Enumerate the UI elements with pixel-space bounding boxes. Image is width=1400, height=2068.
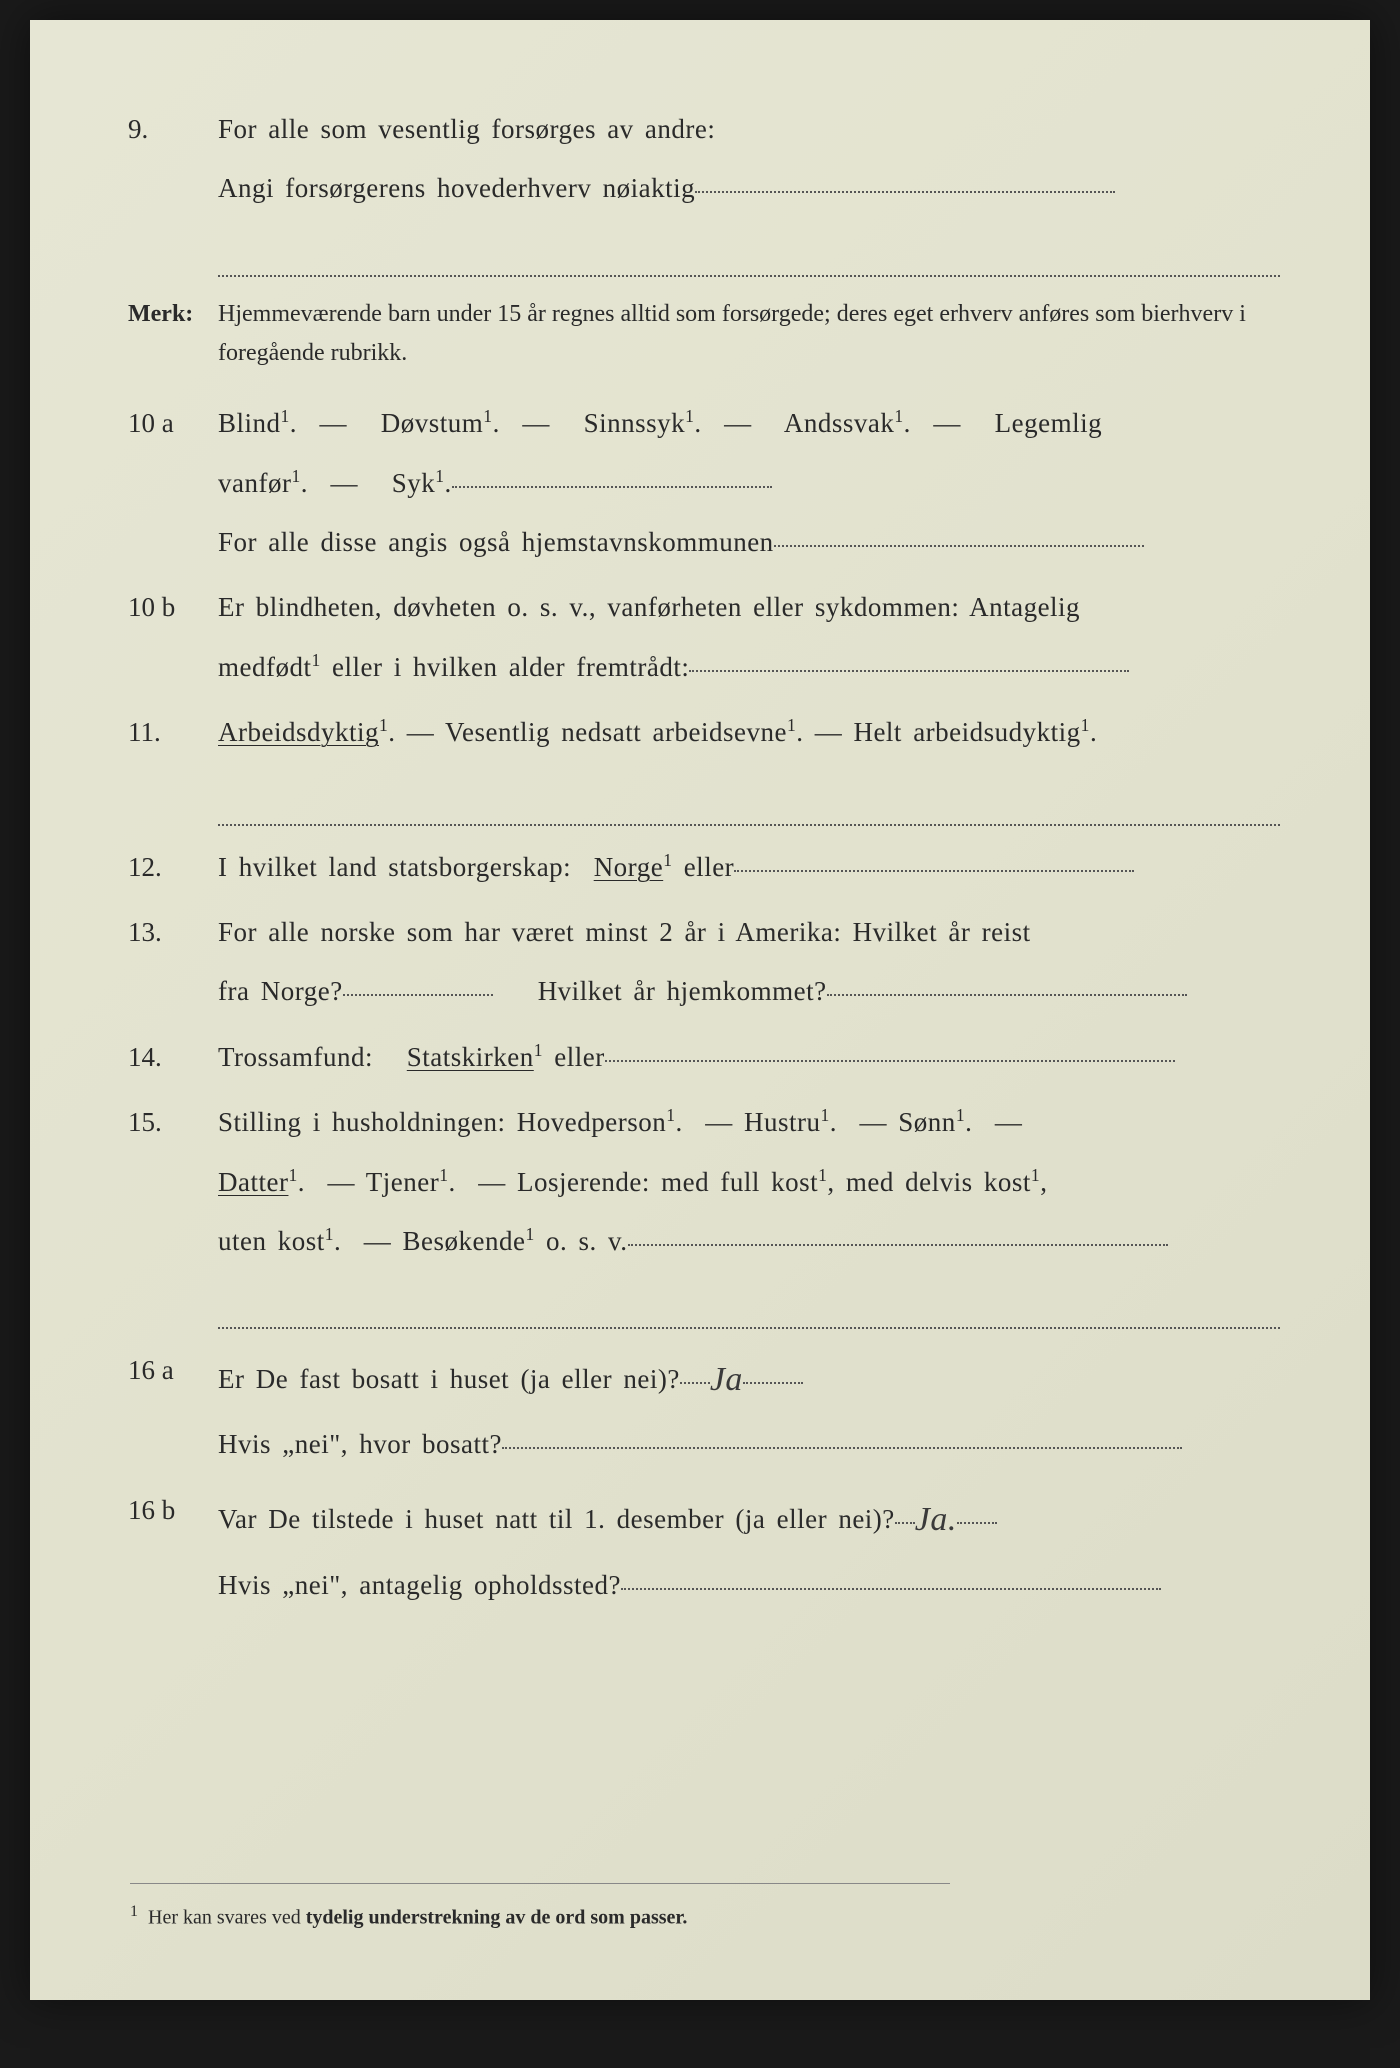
q9-line1: For alle som vesentlig forsørges av andr… [218,114,715,144]
q16a-line2: Hvis „nei", hvor bosatt? [218,1429,502,1459]
q13-fill2[interactable] [827,994,1187,996]
q9-content: For alle som vesentlig forsørges av andr… [218,100,1280,219]
q16a-fill-post[interactable] [743,1382,803,1384]
q14-content: Trossamfund: Statskirken1 eller [218,1028,1280,1087]
q9-number: 9. [120,100,218,159]
question-11: 11. Arbeidsdyktig1. — Vesentlig nedsatt … [120,703,1280,832]
q10a-syk: Syk [392,468,436,498]
q10b-line2b: eller i hvilken alder fremtrådt: [332,652,689,682]
q16a-fill-pre [680,1382,710,1384]
question-15: 15. Stilling i husholdningen: Hovedperso… [120,1093,1280,1334]
q15-datter: Datter [218,1167,288,1197]
q10a-vanfor: vanfør [218,468,291,498]
q10b-line1: Er blindheten, døvheten o. s. v., vanfør… [218,592,1080,622]
q16a-fill2[interactable] [502,1447,1182,1449]
q16b-answer: Ja. [915,1501,957,1538]
q15-l1b: — Hustru [705,1107,820,1137]
q13-content: For alle norske som har været minst 2 år… [218,903,1280,1022]
q14-statskirken: Statskirken [407,1042,534,1072]
q13-fra: fra Norge? [218,976,343,1006]
q10a-fill1[interactable] [452,486,772,488]
q10a-content: Blind1. — Døvstum1. — Sinnssyk1. — Andss… [218,394,1280,572]
q15-l3c: o. s. v. [546,1226,628,1256]
q11-mid: — Vesentlig nedsatt arbeidsevne [407,717,787,747]
merk-note: Merk: Hjemmeværende barn under 15 år reg… [120,295,1280,372]
footnote-marker: 1 [130,1903,138,1920]
q16b-fill2[interactable] [621,1588,1161,1590]
q10a-opt2: Døvstum [381,408,484,438]
q10b-medfodt: medfødt [218,652,311,682]
merk-text: Hjemmeværende barn under 15 år regnes al… [218,295,1280,372]
question-16b: 16 b Var De tilstede i huset natt til 1.… [120,1481,1280,1615]
q15-l2b: — Tjener [327,1167,439,1197]
q9-line2: Angi forsørgerens hovederhverv nøiaktig [218,173,695,203]
q10a-opt5: Legemlig [995,408,1102,438]
q15-fill[interactable] [628,1244,1168,1246]
q9-fill[interactable] [695,191,1115,193]
q15-l3a: uten kost [218,1226,325,1256]
q15-l1a: Stilling i husholdningen: Hovedperson [218,1107,666,1137]
question-16a: 16 a Er De fast bosatt i huset (ja eller… [120,1341,1280,1475]
q11-opt3: — Helt arbeidsudyktig [815,717,1081,747]
q13-hjem: Hvilket år hjemkommet? [538,976,827,1006]
q10b-number: 10 b [120,578,218,637]
q10a-number: 10 a [120,394,218,453]
footnote-bold: tydelig understrekning av de ord som pas… [306,1907,688,1929]
q10a-line3: For alle disse angis også hjemstavnskomm… [218,527,774,557]
q10b-fill[interactable] [689,670,1129,672]
q14-number: 14. [120,1028,218,1087]
q15-l1d: — [995,1107,1023,1137]
merk-label: Merk: [120,295,218,372]
q15-l1c: — Sønn [860,1107,956,1137]
footnote-text1: Her kan svares ved [148,1907,306,1929]
q13-fill1[interactable] [343,994,493,996]
q11-arbeidsdyktig: Arbeidsdyktig [218,717,379,747]
q12-norge: Norge [594,852,664,882]
q15-number: 15. [120,1093,218,1152]
q13-number: 13. [120,903,218,962]
q15-l2d: , med delvis kost [827,1167,1031,1197]
q11-content: Arbeidsdyktig1. — Vesentlig nedsatt arbe… [218,703,1280,832]
q16b-fill-post[interactable] [957,1522,997,1524]
q10a-opt4: Andssvak [784,408,895,438]
q12-text1: I hvilket land statsborgerskap: [218,852,571,882]
q16a-content: Er De fast bosatt i huset (ja eller nei)… [218,1341,1280,1475]
q13-line1: For alle norske som har været minst 2 år… [218,917,1031,947]
q12-fill[interactable] [734,870,1134,872]
q15-content: Stilling i husholdningen: Hovedperson1. … [218,1093,1280,1334]
question-13: 13. For alle norske som har været minst … [120,903,1280,1022]
q12-eller: eller [684,852,734,882]
question-10b: 10 b Er blindheten, døvheten o. s. v., v… [120,578,1280,697]
q16a-number: 16 a [120,1341,218,1400]
q15-extra-line[interactable] [218,1283,1280,1328]
q12-number: 12. [120,838,218,897]
q15-l2c: — Losjerende: med full kost [478,1167,818,1197]
question-12: 12. I hvilket land statsborgerskap: Norg… [120,838,1280,897]
q14-text1: Trossamfund: [218,1042,373,1072]
q9-extra-line[interactable] [218,227,1280,278]
q16b-content: Var De tilstede i huset natt til 1. dese… [218,1481,1280,1615]
q16b-fill-pre [895,1522,915,1524]
q16a-answer: Ja [710,1361,743,1398]
q16b-number: 16 b [120,1481,218,1540]
q14-fill[interactable] [605,1060,1175,1062]
footnote: 1 Her kan svares ved tydelig understrekn… [130,1883,950,1940]
census-form-page: 9. For alle som vesentlig forsørges av a… [30,20,1370,2000]
q15-l3b: — Besøkende [364,1226,526,1256]
q16b-line2: Hvis „nei", antagelig opholdssted? [218,1570,621,1600]
q14-eller: eller [554,1042,604,1072]
q11-fill[interactable] [218,781,1280,826]
q16b-line1: Var De tilstede i huset natt til 1. dese… [218,1504,895,1534]
q10a-fill2[interactable] [774,545,1144,547]
q10a-opt1: Blind [218,408,281,438]
q10b-content: Er blindheten, døvheten o. s. v., vanfør… [218,578,1280,697]
q16a-line1: Er De fast bosatt i huset (ja eller nei)… [218,1364,680,1394]
q11-number: 11. [120,703,218,762]
q10a-opt3: Sinnssyk [584,408,686,438]
question-9: 9. For alle som vesentlig forsørges av a… [120,100,1280,219]
q12-content: I hvilket land statsborgerskap: Norge1 e… [218,838,1280,897]
question-14: 14. Trossamfund: Statskirken1 eller [120,1028,1280,1087]
question-10a: 10 a Blind1. — Døvstum1. — Sinnssyk1. — … [120,394,1280,572]
